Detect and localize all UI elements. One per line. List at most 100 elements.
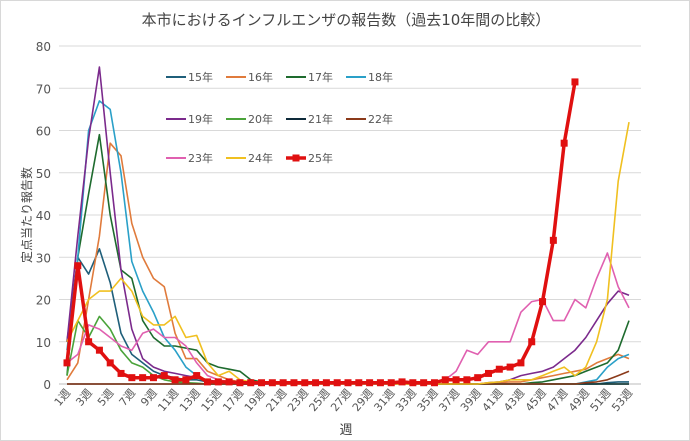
- data-point: [301, 379, 309, 387]
- data-point: [506, 363, 514, 371]
- y-tick-label: 60: [36, 125, 51, 139]
- data-point: [85, 338, 93, 346]
- data-point: [366, 379, 374, 387]
- data-point: [236, 379, 244, 387]
- data-point: [452, 376, 460, 384]
- data-point: [279, 379, 287, 387]
- data-point: [409, 379, 417, 387]
- data-point: [139, 374, 147, 382]
- data-point: [485, 369, 492, 377]
- x-tick-label: 37週: [436, 387, 462, 415]
- y-tick-label: 80: [36, 40, 51, 54]
- x-tick-label: 7週: [117, 387, 139, 409]
- data-point: [214, 378, 222, 386]
- x-tick-label: 47週: [544, 387, 570, 415]
- legend-label: 20年: [248, 112, 273, 126]
- x-tick-label: 15週: [199, 387, 225, 415]
- data-point: [182, 376, 190, 384]
- x-tick-label: 11週: [155, 387, 181, 415]
- y-tick-label: 20: [36, 294, 51, 308]
- y-tick-label: 50: [36, 167, 51, 181]
- x-axis-title: 週: [339, 423, 352, 438]
- data-point: [344, 379, 352, 387]
- legend-marker: [292, 154, 300, 162]
- data-point: [204, 378, 211, 386]
- x-tick-label: 17週: [220, 387, 246, 415]
- x-tick-label: 23週: [285, 387, 311, 415]
- data-point: [160, 372, 168, 380]
- legend-item: 17年: [286, 70, 333, 84]
- x-tick-label: 21週: [263, 387, 289, 415]
- x-tick-label: 31週: [372, 387, 398, 415]
- y-tick-label: 40: [36, 209, 51, 223]
- data-point: [430, 379, 438, 387]
- data-point: [117, 369, 125, 377]
- series-line: [66, 133, 630, 385]
- series-17年: [66, 133, 630, 385]
- series-24年: [66, 121, 630, 385]
- y-tick-label: 30: [36, 251, 51, 265]
- legend-item: 22年: [346, 112, 393, 126]
- data-point: [193, 372, 201, 380]
- data-point: [74, 262, 82, 270]
- legend-item: 21年: [286, 112, 333, 126]
- legend-label: 22年: [368, 112, 393, 126]
- series-line: [66, 248, 629, 385]
- data-point: [268, 379, 276, 387]
- series-15年: [66, 248, 629, 385]
- data-point: [128, 374, 136, 382]
- y-tick-label: 10: [36, 336, 51, 350]
- data-point: [171, 376, 179, 384]
- series-16年: [66, 142, 630, 385]
- data-point: [474, 374, 482, 382]
- data-point: [441, 376, 449, 384]
- legend-label: 16年: [248, 70, 273, 84]
- legend-item: 15年: [166, 70, 213, 84]
- data-point: [95, 346, 103, 354]
- data-point: [355, 379, 363, 387]
- data-point: [528, 338, 536, 346]
- x-tick-label: 13週: [177, 387, 203, 415]
- x-tick-label: 45週: [523, 387, 549, 415]
- x-tick-label: 25週: [307, 387, 333, 415]
- data-point: [106, 359, 114, 367]
- legend-item: 19年: [166, 112, 213, 126]
- legend-item: 25年: [286, 151, 333, 165]
- x-tick-label: 27週: [328, 387, 354, 415]
- data-point: [571, 78, 579, 86]
- legend-label: 15年: [188, 70, 213, 84]
- data-point: [322, 379, 330, 387]
- legend-item: 16年: [226, 70, 273, 84]
- data-point: [495, 365, 503, 373]
- data-point: [539, 298, 547, 306]
- series-line: [65, 81, 577, 385]
- legend-item: 18年: [346, 70, 393, 84]
- data-point: [517, 359, 525, 367]
- legend-item: 20年: [226, 112, 273, 126]
- x-tick-label: 49週: [566, 387, 592, 415]
- data-point: [463, 376, 471, 384]
- x-tick-label: 43週: [501, 387, 527, 415]
- legend-label: 21年: [308, 112, 333, 126]
- y-tick-label: 0: [43, 378, 51, 392]
- data-point: [225, 378, 233, 386]
- data-point: [333, 379, 341, 387]
- y-tick-label: 70: [36, 82, 51, 96]
- data-point: [420, 379, 428, 387]
- legend-item: 24年: [226, 151, 273, 165]
- x-tick-label: 3週: [73, 387, 95, 409]
- y-axis-title: 定点当たり報告数: [19, 167, 34, 263]
- legend-label: 17年: [308, 70, 333, 84]
- data-point: [560, 139, 568, 147]
- x-tick-label: 51週: [588, 387, 614, 415]
- series-line: [66, 315, 629, 385]
- data-point: [398, 378, 406, 386]
- legend-label: 25年: [308, 151, 333, 165]
- data-point: [387, 379, 395, 387]
- x-tick-label: 29週: [350, 387, 376, 415]
- data-point: [247, 379, 255, 387]
- series-19年: [66, 66, 630, 385]
- legend-label: 24年: [248, 151, 273, 165]
